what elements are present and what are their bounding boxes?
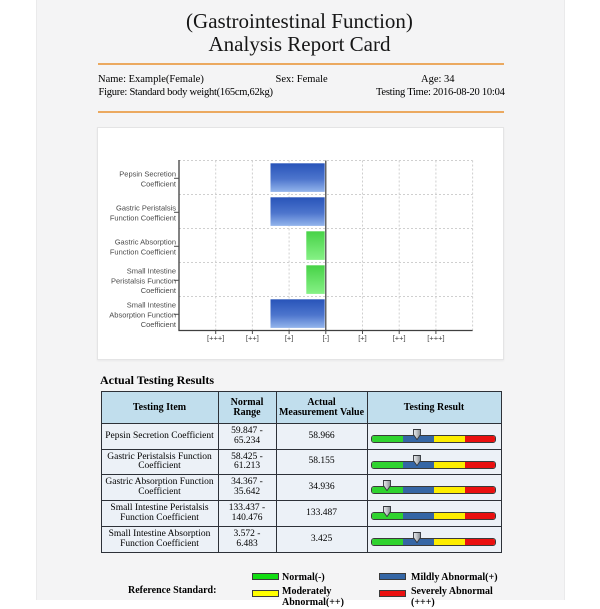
svg-text:[-]: [-] [322, 334, 329, 343]
svg-text:Peristalsis Function: Peristalsis Function [111, 276, 176, 285]
svg-text:Coefficient: Coefficient [141, 286, 177, 295]
svg-text:[++]: [++] [393, 334, 406, 343]
svg-text:Function Coefficient: Function Coefficient [110, 213, 177, 222]
svg-text:Absorption Function: Absorption Function [109, 310, 176, 319]
svg-text:[+++]: [+++] [207, 334, 224, 343]
svg-text:Gastric Peristalsis: Gastric Peristalsis [116, 204, 176, 213]
svg-text:[+++]: [+++] [427, 334, 444, 343]
svg-text:[+]: [+] [358, 334, 367, 343]
svg-text:Small Intestine: Small Intestine [127, 267, 176, 276]
svg-text:Coefficient: Coefficient [141, 179, 177, 188]
svg-text:Coefficient: Coefficient [141, 320, 177, 329]
svg-text:Small Intestine: Small Intestine [127, 301, 176, 310]
svg-text:Gastric Absorption: Gastric Absorption [115, 238, 176, 247]
svg-text:[+]: [+] [285, 334, 294, 343]
svg-text:[++]: [++] [246, 334, 259, 343]
svg-text:Pepsin Secretion: Pepsin Secretion [119, 170, 176, 179]
svg-text:Function Coefficient: Function Coefficient [110, 247, 177, 256]
